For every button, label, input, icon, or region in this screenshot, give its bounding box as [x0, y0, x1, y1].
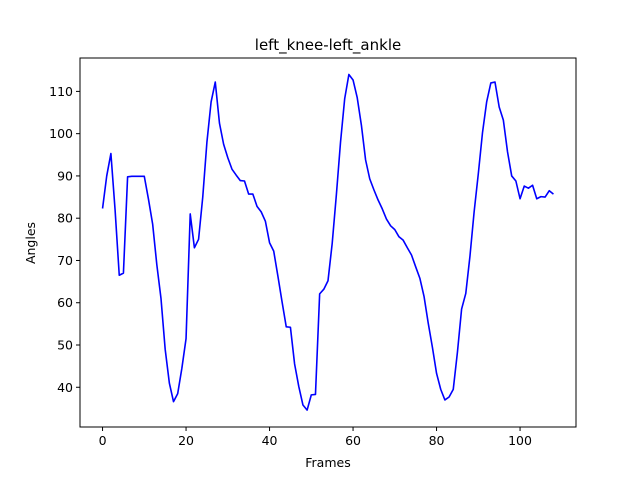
y-tick-label: 80 — [57, 211, 73, 226]
y-tick-label: 50 — [57, 338, 73, 353]
x-tick-label: 20 — [178, 433, 194, 448]
x-axis-label: Frames — [305, 455, 350, 470]
axes-frame — [79, 57, 577, 428]
y-tick-label: 100 — [49, 126, 73, 141]
x-tick-label: 40 — [262, 433, 278, 448]
x-tick-label: 100 — [508, 433, 532, 448]
y-tick-label: 70 — [57, 253, 73, 268]
plot-area — [101, 73, 554, 411]
series-line — [101, 73, 554, 411]
x-tick-label: 80 — [429, 433, 445, 448]
y-tick-label: 40 — [57, 380, 73, 395]
y-axis-label: Angles — [23, 222, 38, 264]
x-tick-label: 0 — [99, 433, 107, 448]
x-tick-label: 60 — [345, 433, 361, 448]
chart-title: left_knee-left_ankle — [255, 36, 401, 55]
y-tick-label: 90 — [57, 168, 73, 183]
y-tick-label: 60 — [57, 295, 73, 310]
axes-ticks: 0 20 40 60 80 100 40 50 60 70 80 90 100 110 — [49, 84, 532, 448]
y-tick-label: 110 — [49, 84, 73, 99]
